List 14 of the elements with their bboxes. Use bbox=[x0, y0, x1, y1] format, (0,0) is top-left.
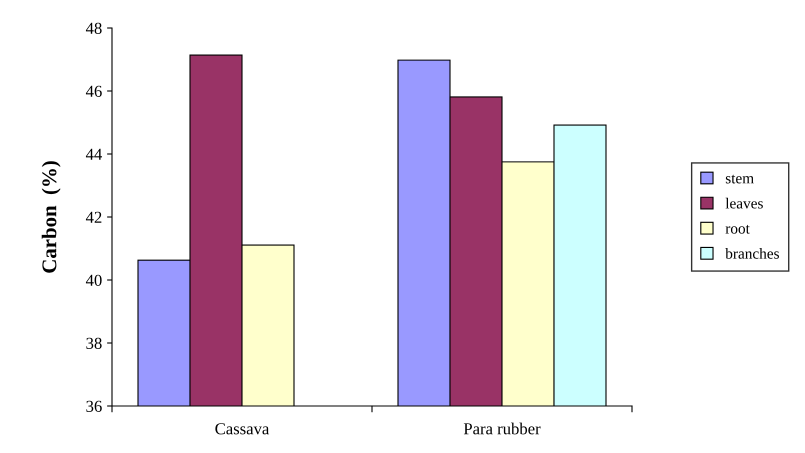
legend-label: branches bbox=[725, 248, 779, 259]
legend-label: leaves bbox=[726, 198, 763, 209]
y-axis-title: Carbon (%) bbox=[42, 161, 61, 273]
x-tick-label: Para rubber bbox=[464, 422, 540, 434]
y-tick-label: 46 bbox=[86, 86, 102, 97]
y-tick-label: 38 bbox=[86, 338, 102, 349]
y-tick-label: 42 bbox=[86, 212, 102, 223]
legend-label: root bbox=[726, 224, 750, 234]
y-tick-label: 48 bbox=[86, 22, 102, 34]
y-tick-label: 40 bbox=[86, 274, 102, 286]
y-tick-label: 44 bbox=[86, 148, 102, 160]
y-tick-label: 36 bbox=[86, 400, 102, 412]
x-tick-label: Cassava bbox=[215, 423, 270, 434]
legend-label: stem bbox=[726, 174, 754, 184]
